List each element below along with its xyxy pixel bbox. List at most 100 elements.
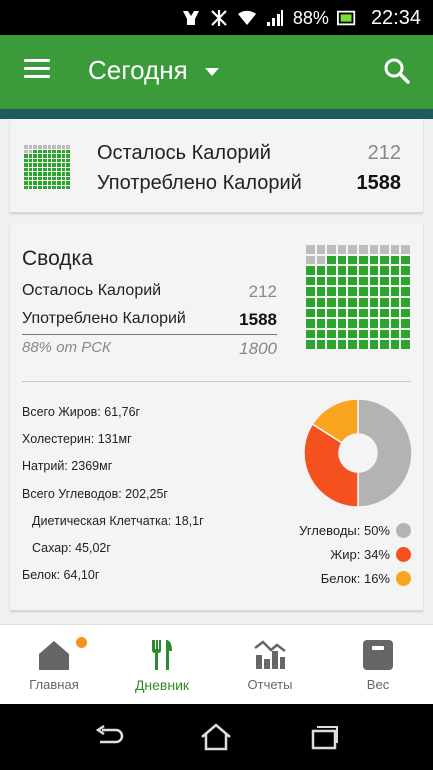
search-icon[interactable] bbox=[383, 57, 411, 85]
overview-remaining-label: Осталось Калорий bbox=[22, 282, 162, 299]
waffle-cell bbox=[28, 172, 33, 176]
bottom-nav: Главная Дневник Отчеты Вес bbox=[0, 624, 433, 704]
nutrient-carbs: Всего Углеводов: 202,25г bbox=[22, 487, 168, 501]
waffle-cell bbox=[52, 154, 56, 158]
waffle-cell bbox=[47, 145, 52, 149]
waffle-cell bbox=[42, 145, 47, 149]
waffle-cell bbox=[42, 158, 47, 162]
waffle-cell bbox=[401, 340, 410, 349]
waffle-cell bbox=[306, 255, 315, 265]
waffle-cell bbox=[52, 172, 56, 176]
waffle-cell bbox=[327, 255, 336, 265]
waffle-cell bbox=[380, 276, 389, 286]
waffle-cell bbox=[306, 319, 315, 328]
waffle-cell bbox=[306, 308, 315, 318]
waffle-cell bbox=[369, 245, 379, 254]
tab-reports[interactable]: Отчеты bbox=[216, 625, 324, 705]
waffle-cell bbox=[380, 319, 389, 328]
waffle-cell bbox=[38, 158, 42, 162]
waffle-cell bbox=[38, 167, 42, 171]
waffle-cell bbox=[348, 308, 357, 318]
waffle-cell bbox=[24, 181, 28, 185]
waffle-cell bbox=[316, 297, 326, 307]
overview-card[interactable]: Сводка Осталось Калорий 212 Употреблено … bbox=[10, 223, 423, 611]
calorie-waffle-small bbox=[24, 145, 70, 189]
remaining-calories-label: Осталось Калорий bbox=[97, 142, 271, 164]
waffle-cell bbox=[390, 297, 400, 307]
tab-home[interactable]: Главная bbox=[0, 625, 108, 705]
waffle-cell bbox=[38, 163, 42, 167]
waffle-cell bbox=[390, 340, 400, 349]
date-selector[interactable]: Сегодня bbox=[88, 55, 188, 85]
back-icon[interactable] bbox=[92, 722, 126, 752]
menu-icon[interactable] bbox=[24, 59, 50, 85]
waffle-cell bbox=[38, 185, 42, 189]
tab-diary[interactable]: Дневник bbox=[108, 625, 216, 705]
waffle-cell bbox=[52, 158, 56, 162]
recents-icon[interactable] bbox=[307, 722, 341, 752]
waffle-cell bbox=[359, 255, 368, 265]
waffle-cell bbox=[380, 297, 389, 307]
waffle-cell bbox=[56, 154, 61, 158]
legend-fat: Жир: 34% bbox=[330, 547, 411, 562]
waffle-cell bbox=[348, 319, 357, 328]
waffle-cell bbox=[42, 167, 47, 171]
waffle-cell bbox=[390, 308, 400, 318]
waffle-cell bbox=[28, 185, 33, 189]
waffle-cell bbox=[348, 297, 357, 307]
waffle-cell bbox=[47, 176, 52, 180]
legend-carbs-label: Углеводы: 50% bbox=[299, 523, 390, 538]
waffle-cell bbox=[24, 158, 28, 162]
waffle-cell bbox=[327, 245, 336, 254]
waffle-cell bbox=[380, 255, 389, 265]
waffle-cell bbox=[316, 287, 326, 296]
home-button-icon[interactable] bbox=[199, 722, 233, 752]
waffle-cell bbox=[56, 145, 61, 149]
waffle-cell bbox=[47, 172, 52, 176]
nutrient-protein: Белок: 64,10г bbox=[22, 568, 100, 582]
waffle-cell bbox=[401, 245, 410, 254]
legend-fat-label: Жир: 34% bbox=[330, 547, 390, 562]
waffle-cell bbox=[52, 149, 56, 153]
waffle-cell bbox=[359, 266, 368, 275]
calorie-summary-card[interactable]: Осталось Калорий 212 Употреблено Калорий… bbox=[10, 119, 423, 213]
waffle-cell bbox=[52, 185, 56, 189]
nutrient-cholesterol: Холестерин: 131мг bbox=[22, 432, 132, 446]
waffle-cell bbox=[47, 158, 52, 162]
waffle-cell bbox=[306, 340, 315, 349]
waffle-cell bbox=[61, 154, 66, 158]
waffle-cell bbox=[348, 245, 357, 254]
waffle-cell bbox=[359, 245, 368, 254]
nutrient-fiber: Диетическая Клетчатка: 18,1г bbox=[32, 514, 204, 528]
waffle-cell bbox=[316, 266, 326, 275]
waffle-cell bbox=[401, 319, 410, 328]
waffle-cell bbox=[390, 245, 400, 254]
waffle-cell bbox=[47, 163, 52, 167]
cell-signal-icon bbox=[265, 8, 285, 28]
scale-icon bbox=[363, 640, 393, 670]
waffle-cell bbox=[56, 181, 61, 185]
waffle-cell bbox=[306, 329, 315, 339]
waffle-cell bbox=[56, 149, 61, 153]
waffle-cell bbox=[33, 149, 38, 153]
legend-protein-dot bbox=[396, 571, 411, 586]
waffle-cell bbox=[369, 287, 379, 296]
waffle-cell bbox=[348, 255, 357, 265]
waffle-cell bbox=[33, 172, 38, 176]
waffle-cell bbox=[306, 276, 315, 286]
waffle-cell bbox=[61, 172, 66, 176]
waffle-cell bbox=[42, 185, 47, 189]
waffle-cell bbox=[66, 172, 70, 176]
battery-percent: 88% bbox=[292, 7, 329, 28]
overview-percent-row: 88% от РСК 1800 bbox=[22, 339, 277, 358]
waffle-cell bbox=[52, 163, 56, 167]
waffle-cell bbox=[66, 149, 70, 153]
waffle-cell bbox=[24, 145, 28, 149]
waffle-cell bbox=[316, 276, 326, 286]
tab-weight[interactable]: Вес bbox=[324, 625, 432, 705]
diary-content[interactable]: Осталось Калорий 212 Употреблено Калорий… bbox=[0, 119, 433, 624]
waffle-cell bbox=[66, 145, 70, 149]
caret-down-icon[interactable] bbox=[205, 68, 219, 76]
waffle-cell bbox=[348, 276, 357, 286]
waffle-cell bbox=[56, 176, 61, 180]
